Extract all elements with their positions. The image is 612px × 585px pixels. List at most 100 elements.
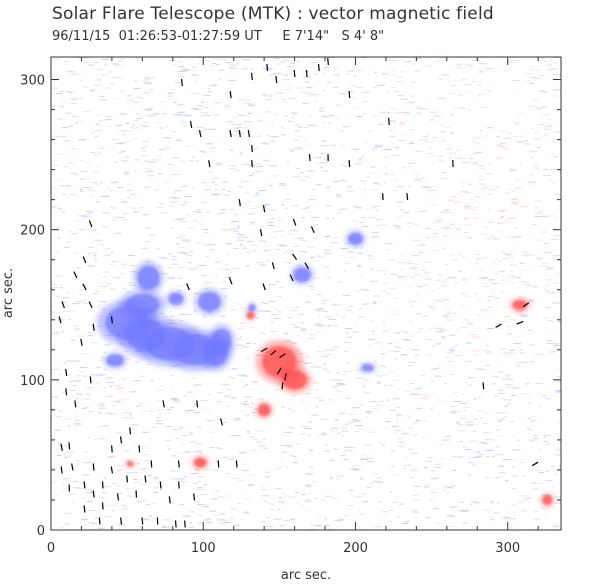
field-vector [308, 154, 311, 162]
field-vector [452, 160, 454, 168]
field-vector [304, 262, 310, 270]
field-vector [116, 493, 120, 501]
plot-frame [50, 56, 562, 531]
field-vector [406, 193, 409, 201]
field-vector [60, 466, 63, 474]
polarity-regions [96, 230, 554, 507]
field-vector [235, 460, 238, 468]
field-vector [88, 301, 93, 309]
field-vector [229, 91, 232, 99]
field-vector [92, 463, 95, 471]
axis-ticks: 0 100 200 300 0 100 200 300 [20, 57, 561, 556]
field-vector [238, 199, 241, 207]
negative-polarity-region [345, 230, 366, 247]
field-vector [251, 145, 253, 153]
field-vector [495, 323, 502, 329]
x-tick-label: 200 [343, 541, 368, 556]
field-vector [193, 493, 196, 501]
field-vector [68, 442, 71, 450]
positive-polarity-region [540, 493, 554, 507]
field-vector [292, 218, 297, 226]
y-tick-label: 200 [20, 224, 45, 239]
field-vector [262, 205, 266, 213]
field-vector [110, 466, 113, 474]
x-axis-title: arc sec. [281, 568, 331, 583]
field-vector [208, 160, 211, 168]
field-vector [184, 520, 186, 528]
y-tick-label: 0 [37, 524, 45, 539]
field-vector [82, 256, 87, 264]
field-vector [177, 460, 180, 468]
x-tick-label: 0 [47, 541, 55, 556]
field-vector [58, 316, 62, 324]
field-vector [251, 160, 253, 168]
field-vector [196, 400, 199, 408]
field-vector [305, 69, 308, 78]
chart-title: Solar Flare Telescope (MTK) : vector mag… [52, 4, 494, 24]
field-vector [92, 323, 95, 331]
field-vector [189, 120, 193, 129]
field-vector [238, 130, 241, 138]
field-vector [275, 75, 278, 84]
field-vector [348, 160, 351, 168]
field-vector [82, 283, 87, 291]
field-vector [279, 353, 286, 359]
negative-polarity-region [359, 362, 377, 373]
field-vector [220, 418, 223, 426]
positive-polarity-region [125, 460, 136, 468]
field-vector [284, 373, 287, 381]
field-vector [89, 376, 92, 384]
field-vector [181, 78, 183, 87]
field-vector [110, 316, 113, 324]
field-vector [281, 382, 284, 390]
field-vector [83, 505, 86, 513]
y-tick-label: 100 [20, 374, 45, 389]
field-vector [141, 517, 144, 525]
field-vector [271, 262, 275, 270]
positive-polarity-region [255, 401, 273, 419]
x-tick-label: 300 [495, 541, 520, 556]
field-vector [382, 193, 384, 201]
field-vector [260, 347, 268, 353]
negative-polarity-region [165, 290, 186, 308]
field-vectors [58, 57, 539, 528]
field-vector [65, 368, 68, 376]
field-vector [327, 57, 329, 66]
field-vector [74, 400, 77, 408]
field-vector [516, 321, 524, 325]
field-vector [98, 517, 101, 525]
field-vector [292, 253, 298, 260]
field-vector [65, 388, 68, 396]
field-vector [270, 350, 277, 356]
positive-polarity-region [277, 366, 312, 394]
field-vector [482, 382, 485, 390]
positive-polarity-region [191, 455, 209, 470]
field-vector [251, 72, 253, 81]
field-vector [61, 301, 65, 309]
field-vector [119, 436, 123, 444]
field-vector [60, 443, 63, 452]
field-vector [129, 427, 132, 435]
field-vector [126, 475, 128, 483]
negative-polarity-region [290, 264, 314, 285]
field-vector [168, 496, 171, 504]
field-vector [262, 283, 266, 291]
field-vector [259, 229, 263, 237]
field-vector [101, 502, 104, 510]
field-vector [293, 69, 296, 78]
field-vector [318, 63, 320, 72]
negative-polarity-region [208, 324, 235, 358]
x-tick-label: 100 [191, 541, 216, 556]
field-vector [174, 520, 177, 528]
negative-polarity-region [103, 352, 127, 369]
field-vector [277, 367, 282, 375]
field-vector [80, 338, 83, 346]
field-vector [522, 302, 530, 308]
field-vector [120, 517, 123, 525]
field-vector [348, 90, 351, 99]
field-vector [289, 274, 294, 282]
field-vector [88, 220, 93, 228]
field-vector [247, 129, 251, 138]
field-vector [266, 63, 269, 72]
